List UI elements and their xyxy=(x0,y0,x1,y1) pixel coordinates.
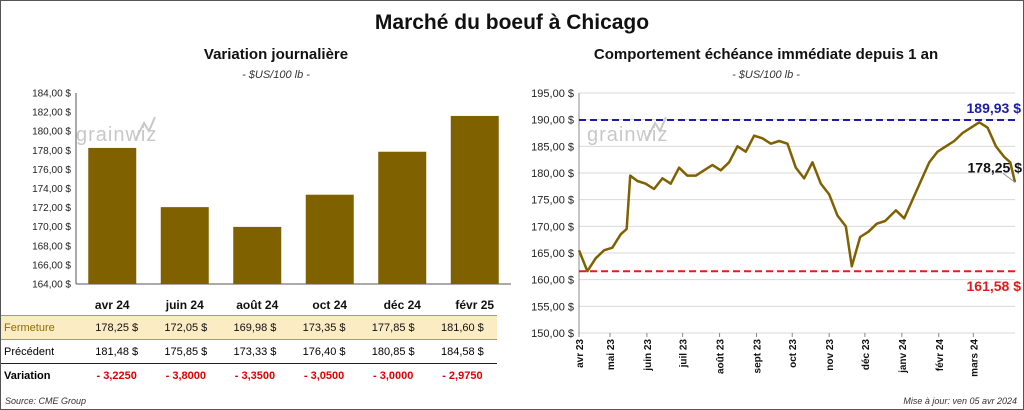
table-cell: 177,85 $ xyxy=(358,315,428,340)
x-tick-label: juin 23 xyxy=(643,339,654,372)
y-tick-label: 178,00 $ xyxy=(32,146,71,157)
y-tick-label: 184,00 $ xyxy=(32,89,71,100)
y-tick-label: 170,00 $ xyxy=(32,222,71,233)
table-cell: 181,48 $ xyxy=(82,339,152,364)
y-tick-label: 185,00 $ xyxy=(531,141,574,153)
row-label: Fermeture xyxy=(1,315,83,340)
x-tick-label: oct 23 xyxy=(788,339,799,368)
table-cell: - 3,0000 xyxy=(373,369,414,382)
right-chart-subtitle: - $US/100 lb - xyxy=(732,69,800,81)
y-tick-label: 172,00 $ xyxy=(32,203,71,214)
x-tick-label: janv 24 xyxy=(898,339,909,374)
y-tick-label: 150,00 $ xyxy=(531,328,574,340)
y-tick-label: 176,00 $ xyxy=(32,165,71,176)
table-row-previous: Précédent 181,48 $ 175,85 $ 173,33 $ 176… xyxy=(1,339,497,364)
table-cell: 173,33 $ xyxy=(220,339,290,364)
bar xyxy=(450,115,499,284)
table-cell: 169,98 $ xyxy=(220,315,290,340)
right-chart-title: Comportement échéance immédiate depuis 1… xyxy=(593,46,939,63)
table-row-variation: Variation - 3,2250 - 3,8000 - 3,3500 - 3… xyxy=(1,364,497,388)
table-cell: 176,40 $ xyxy=(289,339,359,364)
line-chart: grainwiz 150,00 $ 155,00 $ 160,00 $ 165,00 $… xyxy=(531,88,1023,377)
table-cell: - 2,9750 xyxy=(442,369,483,382)
y-tick-label: 165,00 $ xyxy=(531,248,574,260)
price-table: Fermeture 178,25 $ 172,05 $ 169,98 $ 173… xyxy=(1,315,497,387)
watermark-mark xyxy=(135,116,156,140)
x-tick-label: avr 24 xyxy=(95,298,130,312)
x-tick-label: oct 24 xyxy=(312,298,347,312)
high-value-label: 189,93 $ xyxy=(967,100,1022,116)
table-cell: - 3,2250 xyxy=(96,369,137,382)
bar xyxy=(160,207,209,284)
y-tick-label: 180,00 $ xyxy=(531,168,574,180)
table-cell: - 3,0500 xyxy=(303,369,345,382)
x-tick-label: mars 24 xyxy=(969,339,980,377)
y-tick-label: 160,00 $ xyxy=(531,275,574,287)
source-note: Source: CME Group xyxy=(5,396,87,406)
x-tick-label: déc 24 xyxy=(384,298,422,312)
y-tick-label: 164,00 $ xyxy=(32,280,71,291)
y-tick-label: 174,00 $ xyxy=(32,184,71,195)
left-chart-subtitle: - $US/100 lb - xyxy=(242,69,310,81)
left-chart-title: Variation journalière xyxy=(203,46,349,63)
x-tick-label: févr 25 xyxy=(455,298,494,312)
low-value-label: 161,58 $ xyxy=(967,278,1022,294)
table-row-close: Fermeture 178,25 $ 172,05 $ 169,98 $ 173… xyxy=(1,315,497,340)
x-tick-label: août 24 xyxy=(236,298,278,312)
price-series-line xyxy=(577,121,1017,273)
table-cell: - 3,8000 xyxy=(165,369,207,382)
table-cell: 175,85 $ xyxy=(151,339,221,364)
last-value-leader xyxy=(1002,172,1016,183)
x-tick-label: déc 23 xyxy=(861,339,872,371)
watermark-logo: grainwiz xyxy=(587,124,668,146)
bar xyxy=(88,147,137,284)
last-value-label: 178,25 $ xyxy=(968,159,1023,175)
table-cell: 180,85 $ xyxy=(358,339,428,364)
table-cell: 173,35 $ xyxy=(289,315,359,340)
x-tick-label: avr 23 xyxy=(575,339,586,368)
report-title: Marché du boeuf à Chicago xyxy=(374,11,650,34)
bar xyxy=(233,226,282,284)
table-cell: 181,60 $ xyxy=(427,315,497,340)
y-tick-label: 170,00 $ xyxy=(531,221,574,233)
x-tick-label: févr 24 xyxy=(935,339,946,372)
bar xyxy=(305,194,354,284)
y-tick-label: 155,00 $ xyxy=(531,301,574,313)
y-tick-label: 168,00 $ xyxy=(32,241,71,252)
watermark-mark xyxy=(646,116,667,140)
table-cell: 184,58 $ xyxy=(427,339,497,364)
y-tick-label: 195,00 $ xyxy=(531,88,574,100)
x-tick-label: juin 24 xyxy=(165,298,204,312)
y-tick-label: 190,00 $ xyxy=(531,115,574,127)
table-cell: 178,25 $ xyxy=(82,315,152,340)
x-tick-label: sept 23 xyxy=(752,339,763,374)
bar xyxy=(378,151,427,284)
table-cell: - 3,3500 xyxy=(234,369,276,382)
y-tick-label: 175,00 $ xyxy=(531,195,574,207)
x-tick-label: août 23 xyxy=(716,339,727,374)
x-tick-label: nov 23 xyxy=(825,339,836,371)
y-tick-label: 166,00 $ xyxy=(32,260,71,271)
bar-chart: grainwiz 164,00 $ 166,00 $ 168,00 $ 170,00 $… xyxy=(32,89,511,312)
row-label: Variation xyxy=(4,369,51,382)
table-cell: 172,05 $ xyxy=(151,315,221,340)
x-tick-label: juil 23 xyxy=(679,339,690,369)
watermark-logo: grainwiz xyxy=(76,124,157,146)
row-label: Précédent xyxy=(1,339,83,364)
x-tick-label: mai 23 xyxy=(606,339,617,371)
y-tick-label: 182,00 $ xyxy=(32,108,71,119)
update-note: Mise à jour: ven 05 avr 2024 xyxy=(903,396,1017,406)
y-tick-label: 180,00 $ xyxy=(32,127,71,138)
